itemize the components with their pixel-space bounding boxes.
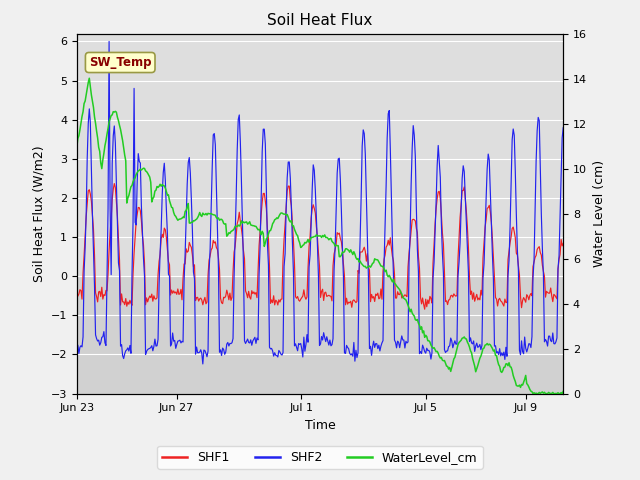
X-axis label: Time: Time: [305, 419, 335, 432]
Text: SW_Temp: SW_Temp: [89, 56, 152, 69]
Bar: [77, 34, 563, 276]
Y-axis label: Water Level (cm): Water Level (cm): [593, 160, 605, 267]
Legend: SHF1, SHF2, WaterLevel_cm: SHF1, SHF2, WaterLevel_cm: [157, 446, 483, 469]
Y-axis label: Soil Heat Flux (W/m2): Soil Heat Flux (W/m2): [32, 145, 45, 282]
Bar: [77, 276, 563, 394]
Title: Soil Heat Flux: Soil Heat Flux: [268, 13, 372, 28]
